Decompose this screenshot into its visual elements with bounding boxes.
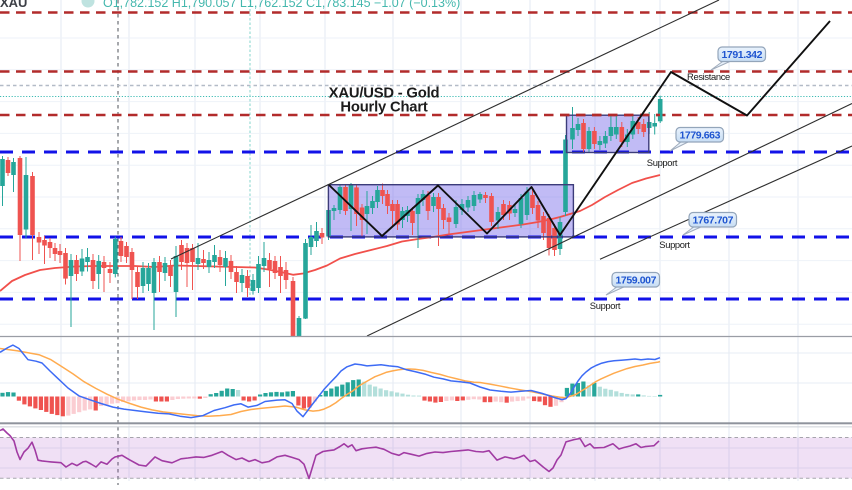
svg-text:1759.007: 1759.007 (615, 275, 656, 287)
svg-text:Support: Support (659, 239, 690, 250)
svg-text:1779.663: 1779.663 (679, 130, 720, 142)
svg-text:Resistance: Resistance (687, 71, 730, 82)
svg-text:1767.707: 1767.707 (692, 215, 733, 227)
svg-text:O1,782.152 H1,790.057 L1,762.1: O1,782.152 H1,790.057 L1,762.152 C1,783.… (103, 0, 460, 10)
svg-text:XAU/USD - Gold: XAU/USD - Gold (329, 86, 440, 102)
svg-text:1791.342: 1791.342 (721, 49, 762, 61)
svg-text:XAU: XAU (0, 0, 27, 10)
svg-text:Support: Support (647, 157, 678, 168)
svg-text:Support: Support (590, 300, 621, 311)
svg-text:Hourly Chart: Hourly Chart (340, 100, 427, 116)
